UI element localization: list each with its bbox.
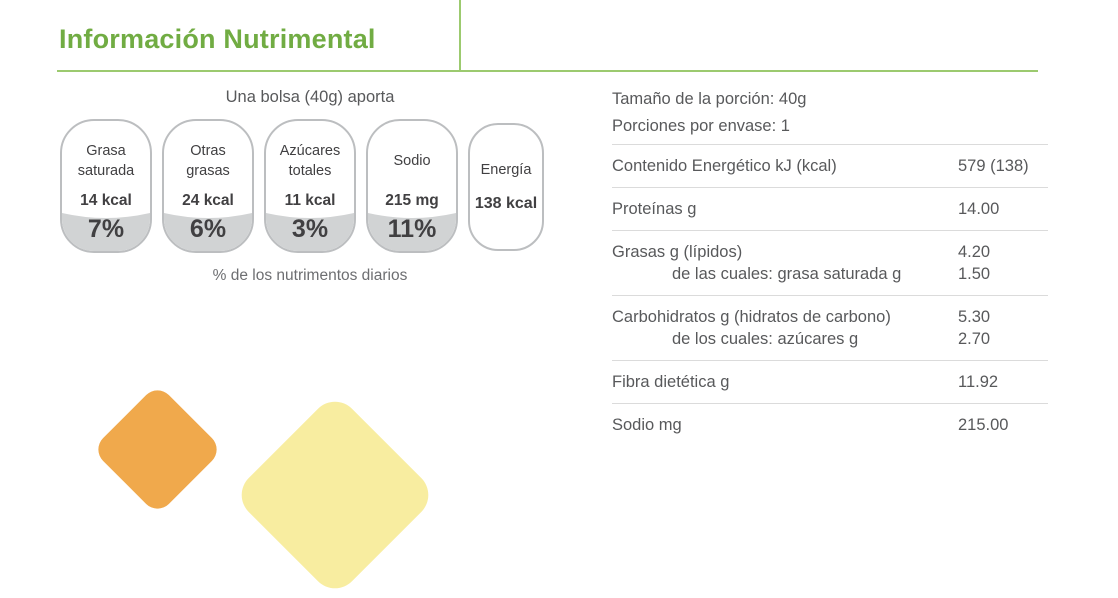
table-row-fats: Grasas g (lípidos) 4.20 de las cuales: g…	[612, 230, 1048, 295]
gda-footnote: % de los nutrimentos diarios	[212, 267, 408, 284]
gda-badge-percent: 6%	[189, 215, 227, 243]
gda-badge-sodium: Sodio 215 mg 11%	[366, 119, 458, 253]
page-title: Información Nutrimental	[59, 24, 376, 54]
gda-badge-percent: 11%	[387, 215, 437, 243]
orange-diamond-decoration	[91, 383, 224, 516]
row-value: 5.30	[958, 308, 991, 326]
gda-badge-fill-shape	[62, 213, 150, 251]
gda-badge-label: Otras grasas	[186, 143, 230, 179]
gda-badge-fill-shape	[164, 213, 252, 251]
gda-badge-label: Energía	[480, 161, 532, 178]
title-underline-rule	[57, 70, 1038, 72]
gda-badge-label: Azúcares totales	[279, 143, 341, 179]
row-label: Sodio mg	[612, 416, 682, 434]
table-row-protein: Proteínas g 14.00	[612, 187, 1048, 230]
row-label: Grasas g (lípidos)	[612, 243, 743, 261]
row-value: 11.92	[958, 373, 999, 391]
nutrition-table: Tamaño de la porción: 40g Porciones por …	[612, 86, 1048, 446]
row-label: Proteínas g	[612, 200, 697, 218]
servings-per-pack-text: Porciones por envase: 1	[612, 117, 790, 135]
gda-badge-amount: 215 mg	[385, 192, 439, 209]
row-value: 4.20	[958, 243, 991, 261]
gda-panel: Una bolsa (40g) aporta Grasa saturada 14…	[60, 88, 560, 285]
table-row-sodium: Sodio mg 215.00	[612, 403, 1048, 446]
gda-badge-energy: Energía 138 kcal	[468, 123, 544, 251]
gda-badge-row: Grasa saturada 14 kcal 7% Otras grasas 2…	[60, 119, 560, 253]
gda-heading: Una bolsa (40g) aporta	[225, 88, 395, 106]
gda-badge-other-fats: Otras grasas 24 kcal 6%	[162, 119, 254, 253]
row-sublabel: de los cuales: azúcares g	[672, 330, 859, 348]
gda-badge-saturated-fat: Grasa saturada 14 kcal 7%	[60, 119, 152, 253]
gda-badge-amount: 24 kcal	[182, 192, 234, 209]
table-row-energy: Contenido Energético kJ (kcal) 579 (138)	[612, 144, 1048, 187]
yellow-diamond-decoration	[231, 391, 439, 598]
row-label: Contenido Energético kJ (kcal)	[612, 157, 837, 175]
table-row-carbohydrates: Carbohidratos g (hidratos de carbono) 5.…	[612, 295, 1048, 360]
gda-badge-fill-shape	[368, 213, 456, 251]
title-vertical-rule	[459, 0, 461, 71]
row-value: 1.50	[958, 265, 991, 283]
gda-badge-amount: 11 kcal	[284, 192, 336, 209]
gda-badge-label: Grasa saturada	[77, 143, 135, 179]
gda-badge-percent: 3%	[291, 215, 329, 243]
row-value: 2.70	[958, 330, 991, 348]
row-label: Fibra dietética g	[612, 373, 730, 391]
nutrition-table-header: Tamaño de la porción: 40g Porciones por …	[612, 86, 1048, 144]
row-sublabel: de las cuales: grasa saturada g	[672, 265, 902, 283]
row-value: 14.00	[958, 200, 1000, 218]
gda-badge-amount: 14 kcal	[80, 192, 132, 209]
row-label: Carbohidratos g (hidratos de carbono)	[612, 308, 891, 326]
serving-size-text: Tamaño de la porción: 40g	[612, 90, 807, 108]
gda-badge-label: Sodio	[393, 153, 431, 170]
row-value: 215.00	[958, 416, 1009, 434]
gda-badge-amount: 138 kcal	[474, 195, 538, 213]
table-row-fiber: Fibra dietética g 11.92	[612, 360, 1048, 403]
gda-badge-fill-shape	[266, 213, 354, 251]
row-value: 579 (138)	[958, 157, 1029, 175]
gda-badge-total-sugars: Azúcares totales 11 kcal 3%	[264, 119, 356, 253]
gda-badge-percent: 7%	[87, 215, 125, 243]
